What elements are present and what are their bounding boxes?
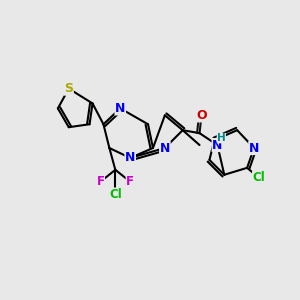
Text: N: N	[125, 152, 135, 164]
Text: N: N	[160, 142, 170, 154]
Text: N: N	[212, 139, 223, 152]
Text: Cl: Cl	[253, 171, 266, 184]
Text: F: F	[97, 175, 104, 188]
Text: O: O	[196, 109, 207, 122]
Text: N: N	[115, 102, 125, 115]
Text: F: F	[126, 175, 134, 188]
Text: H: H	[217, 133, 226, 143]
Text: N: N	[249, 142, 259, 154]
Text: S: S	[64, 82, 73, 95]
Text: Cl: Cl	[109, 188, 122, 201]
